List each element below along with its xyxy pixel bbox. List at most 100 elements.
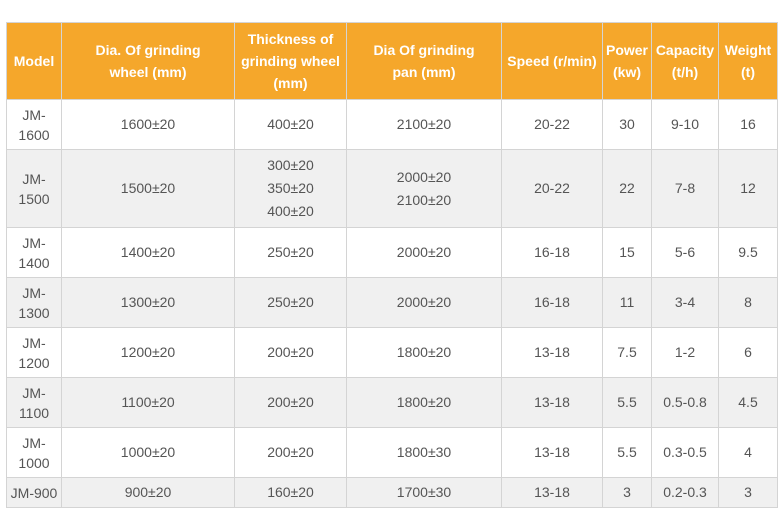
capacity-cell: 3-4 (651, 277, 719, 328)
wheel-thickness-cell: 400±20 (234, 99, 347, 150)
capacity-cell: 9-10 (651, 99, 719, 150)
weight-cell: 3 (718, 477, 778, 508)
table-row: JM-1600 1600±20 400±20 2100±20 20-22 30 9-10 16 (6, 99, 778, 150)
wheel-thickness-cell: 200±20 (234, 377, 347, 428)
pan-diameter-cell: 2000±20 2100±20 (346, 149, 502, 228)
model-cell: JM-1000 (6, 427, 62, 478)
model-cell: JM-1200 (6, 327, 62, 378)
wheel-thickness-cell: 250±20 (234, 277, 347, 328)
capacity-cell: 0.2-0.3 (651, 477, 719, 508)
wheel-diameter-cell: 1600±20 (61, 99, 235, 150)
pan-diameter-cell-value: 2100±20 (396, 116, 452, 132)
speed-cell: 20-22 (501, 149, 603, 228)
pan-diameter-cell: 2000±20 (346, 227, 502, 278)
header-power: Power (kw) (602, 22, 652, 100)
table-row: JM-1200 1200±20 200±20 1800±20 13-18 7.5 1-2 6 (6, 327, 778, 378)
model-cell: JM-1600 (6, 99, 62, 150)
header-pan-diameter: Dia Of grinding pan (mm) (346, 22, 502, 100)
pan-diameter-cell: 1800±20 (346, 377, 502, 428)
table-header-row: Model Dia. Of grinding wheel (mm) Thickn… (6, 22, 778, 100)
wheel-thickness-cell-value: 250±20 (267, 294, 314, 310)
capacity-cell: 7-8 (651, 149, 719, 228)
wheel-diameter-cell: 900±20 (61, 477, 235, 508)
speed-cell: 13-18 (501, 427, 603, 478)
header-capacity: Capacity (t/h) (651, 22, 719, 100)
capacity-cell: 0.5-0.8 (651, 377, 719, 428)
speed-cell: 20-22 (501, 99, 603, 150)
model-cell: JM-900 (6, 477, 62, 508)
power-cell: 11 (602, 277, 652, 328)
wheel-thickness-cell-value: 200±20 (267, 394, 314, 410)
model-cell: JM-1100 (6, 377, 62, 428)
header-weight: Weight (t) (718, 22, 778, 100)
header-speed: Speed (r/min) (501, 22, 603, 100)
table-row: JM-1400 1400±20 250±20 2000±20 16-18 15 5-6 9.5 (6, 227, 778, 278)
capacity-cell: 0.3-0.5 (651, 427, 719, 478)
model-cell: JM-1300 (6, 277, 62, 328)
header-wheel-diameter: Dia. Of grinding wheel (mm) (61, 22, 235, 100)
header-pan-diameter-label: Dia Of grinding pan (mm) (373, 42, 475, 80)
header-wheel-thickness: Thickness of grinding wheel (mm) (234, 22, 347, 100)
table-row: JM-1300 1300±20 250±20 2000±20 16-18 11 3-4 8 (6, 277, 778, 328)
wheel-diameter-cell: 1100±20 (61, 377, 235, 428)
capacity-cell: 5-6 (651, 227, 719, 278)
model-label: JM-900 (10, 484, 58, 501)
wheel-thickness-cell-value: 300±20 (267, 157, 314, 173)
power-cell: 5.5 (602, 427, 652, 478)
power-cell: 22 (602, 149, 652, 228)
pan-diameter-cell: 1700±30 (346, 477, 502, 508)
wheel-thickness-cell-value: 400±20 (267, 203, 314, 219)
power-cell: 3 (602, 477, 652, 508)
wheel-thickness-cell: 200±20 (234, 427, 347, 478)
pan-diameter-cell: 1800±30 (346, 427, 502, 478)
model-label: JM-1100 (18, 384, 50, 421)
pan-diameter-cell: 1800±20 (346, 327, 502, 378)
pan-diameter-cell: 2100±20 (346, 99, 502, 150)
wheel-thickness-cell-value: 250±20 (267, 244, 314, 260)
wheel-thickness-cell: 300±20 350±20 400±20 (234, 149, 347, 228)
power-cell: 30 (602, 99, 652, 150)
header-model: Model (6, 22, 62, 100)
speed-cell: 13-18 (501, 477, 603, 508)
specifications-table: Model Dia. Of grinding wheel (mm) Thickn… (6, 22, 778, 508)
model-label: JM-1300 (18, 284, 50, 321)
header-wheel-diameter-label: Dia. Of grinding wheel (mm) (95, 42, 201, 80)
weight-cell: 12 (718, 149, 778, 228)
pan-diameter-cell-value: 1800±30 (396, 444, 452, 460)
wheel-diameter-cell: 1300±20 (61, 277, 235, 328)
wheel-diameter-cell: 1000±20 (61, 427, 235, 478)
weight-cell: 4.5 (718, 377, 778, 428)
model-label: JM-1500 (18, 170, 50, 207)
speed-cell: 13-18 (501, 377, 603, 428)
pan-diameter-cell-value: 1700±30 (396, 484, 452, 500)
pan-diameter-cell-value: 2000±20 (396, 244, 452, 260)
wheel-diameter-cell: 1400±20 (61, 227, 235, 278)
wheel-thickness-cell-value: 350±20 (267, 180, 314, 196)
pan-diameter-cell: 2000±20 (346, 277, 502, 328)
wheel-diameter-cell: 1500±20 (61, 149, 235, 228)
power-cell: 5.5 (602, 377, 652, 428)
table-body: JM-1600 1600±20 400±20 2100±20 20-22 30 9-10 16… (6, 99, 778, 508)
pan-diameter-cell-value: 2100±20 (396, 191, 452, 208)
pan-diameter-cell-value: 2000±20 (396, 168, 452, 185)
weight-cell: 6 (718, 327, 778, 378)
model-label: JM-1000 (18, 434, 50, 471)
speed-cell: 16-18 (501, 227, 603, 278)
pan-diameter-cell-value: 2000±20 (396, 294, 452, 310)
table-row: JM-900 900±20 160±20 1700±30 13-18 3 0.2-0.3 3 (6, 477, 778, 508)
power-cell: 15 (602, 227, 652, 278)
speed-cell: 13-18 (501, 327, 603, 378)
weight-cell: 8 (718, 277, 778, 328)
model-label: JM-1200 (18, 334, 50, 371)
weight-cell: 4 (718, 427, 778, 478)
pan-diameter-cell-value: 1800±20 (396, 344, 452, 360)
weight-cell: 16 (718, 99, 778, 150)
model-label: JM-1600 (18, 106, 50, 143)
wheel-thickness-cell: 160±20 (234, 477, 347, 508)
speed-cell: 16-18 (501, 277, 603, 328)
weight-cell: 9.5 (718, 227, 778, 278)
table-row: JM-1000 1000±20 200±20 1800±30 13-18 5.5 0.3-0… (6, 427, 778, 478)
wheel-thickness-cell-value: 200±20 (267, 444, 314, 460)
wheel-thickness-cell: 250±20 (234, 227, 347, 278)
capacity-cell: 1-2 (651, 327, 719, 378)
